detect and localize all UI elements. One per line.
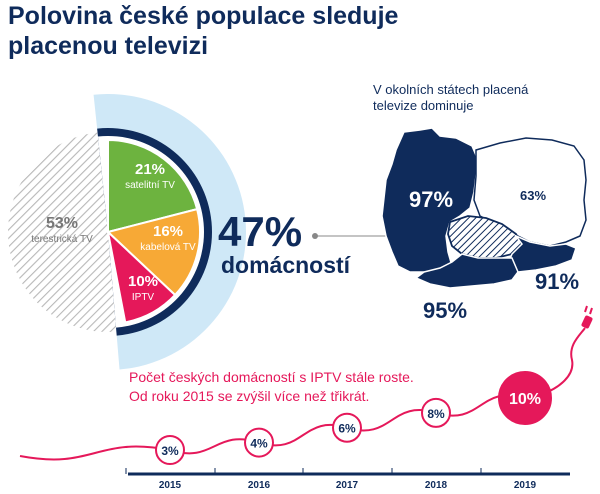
- country-austria: [414, 253, 519, 289]
- growth-text-line-1: Počet českých domácností s IPTV stále ro…: [129, 369, 414, 385]
- pie-value-terestricka: 53%: [46, 215, 78, 232]
- timeline-year-2018: 2018: [425, 480, 448, 489]
- page-title-line-1: Polovina české populace sleduje: [8, 2, 399, 30]
- pie-label-kabelova: kabelová TV: [140, 242, 196, 253]
- pie-chart: 21% satelitní TV 16% kabelová TV 10% IPTV 53% t…: [8, 94, 247, 370]
- timeline-year-2016: 2016: [248, 480, 271, 489]
- growth-text-line-2: Od roku 2015 se zvýšil více než třikrát.: [129, 388, 369, 404]
- pie-label-iptv: IPTV: [132, 292, 155, 303]
- timeline-year-2017: 2017: [336, 480, 359, 489]
- pie-slice-iptv: [106, 229, 177, 324]
- timeline-value-2017: 6%: [338, 422, 356, 436]
- timeline-year-2015: 2015: [159, 480, 182, 489]
- iptv-growth-chart: 3% 2015 4% 2016 6% 2017 8% 2018 10% 2019: [19, 371, 570, 491]
- timeline-point-2015: [155, 435, 185, 465]
- country-poland: [473, 137, 587, 247]
- map-value-germany: 97%: [409, 187, 453, 212]
- pie-slice-satelitni: [107, 138, 199, 234]
- map-value-austria: 95%: [423, 298, 467, 323]
- callout-label: domácností: [221, 252, 352, 278]
- pie-value-kabelova: 16%: [153, 223, 183, 240]
- callout-value: 47%: [218, 208, 302, 255]
- country-germany: [381, 127, 479, 273]
- map-heading-line-2: televize dominuje: [373, 98, 473, 113]
- map-value-slovakia: 91%: [535, 269, 579, 294]
- central-europe-map: 97% 63% 91% 95%: [381, 127, 587, 323]
- timeline-value-2015: 3%: [161, 444, 179, 458]
- pie-label-terestricka: terestrická TV: [31, 234, 93, 245]
- map-heading-line-1: V okolních státech placená: [373, 82, 529, 97]
- pie-label-satelitni: satelitní TV: [125, 180, 175, 191]
- pie-value-iptv: 10%: [128, 273, 158, 290]
- callout-dot: [312, 233, 318, 239]
- timeline-point-2017: [332, 412, 362, 443]
- timeline-point-2018: [421, 397, 451, 428]
- timeline-value-2018: 8%: [427, 407, 445, 421]
- cable-plug-icon: [539, 305, 593, 396]
- timeline-point-2019: [498, 371, 552, 425]
- pie-slice-kabelova: [105, 207, 201, 297]
- page-title-line-2: placenou televizi: [8, 32, 208, 60]
- timeline-value-2019: 10%: [509, 391, 541, 408]
- timeline-point-2016: [244, 427, 274, 458]
- pie-value-satelitni: 21%: [135, 161, 165, 178]
- timeline-year-2019: 2019: [514, 480, 537, 489]
- map-value-poland: 63%: [520, 188, 546, 203]
- country-slovakia: [507, 234, 577, 273]
- timeline-value-2016: 4%: [250, 437, 268, 451]
